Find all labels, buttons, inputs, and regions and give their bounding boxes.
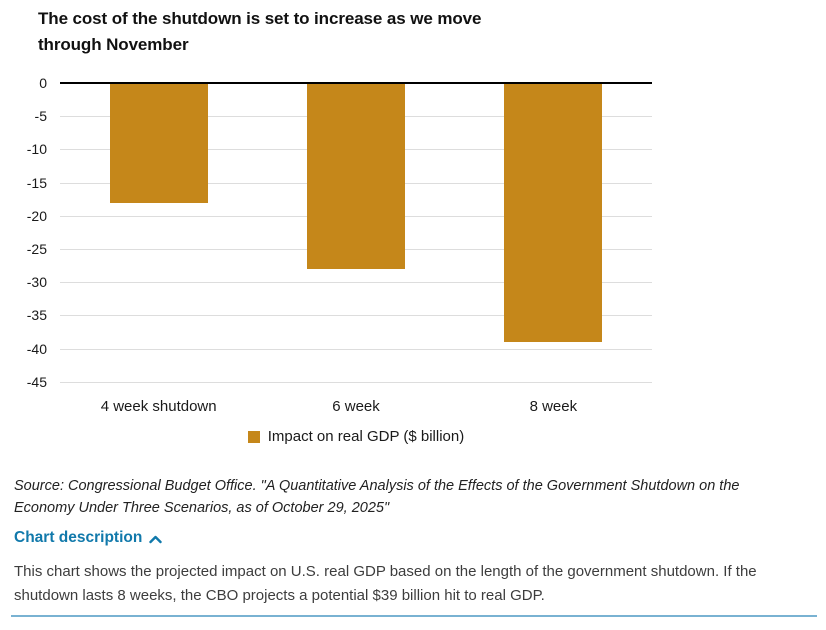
y-tick-label: -30 — [26, 274, 47, 291]
source-note: Source: Congressional Budget Office. "A … — [14, 478, 740, 516]
chevron-up-icon — [149, 535, 163, 543]
bar-chart: 0 -5 -10 -15 -20 -25 -30 -35 -40 -45 4 week shutdo… — [0, 70, 660, 422]
x-axis-label: 6 week — [332, 398, 380, 415]
y-tick-label: -15 — [26, 174, 47, 191]
legend-label: Impact on real GDP ($ billion) — [267, 428, 465, 445]
y-tick-label: -10 — [26, 141, 47, 158]
gridline — [60, 348, 652, 350]
gridline — [60, 282, 652, 284]
bar-4-week-shutdown — [109, 83, 208, 203]
y-tick-label: -25 — [26, 241, 47, 257]
y-tick-label: -45 — [26, 373, 47, 390]
gridline — [60, 315, 652, 317]
x-axis-label: 4 week shutdown — [100, 398, 217, 415]
y-tick-label: 0 — [39, 75, 47, 91]
legend-swatch-icon — [247, 430, 260, 443]
bottom-divider — [11, 615, 817, 617]
x-axis-label: 8 week — [529, 398, 578, 415]
y-tick-label: -20 — [26, 207, 47, 224]
chart-legend: Impact on real GDP ($ billion) — [60, 428, 652, 445]
y-tick-label: -5 — [34, 108, 47, 125]
bar-6-week — [307, 83, 405, 269]
chart-description-toggle[interactable]: Chart description — [14, 529, 163, 547]
zero-axis-line — [60, 82, 652, 84]
chart-description-toggle-label: Chart description — [14, 529, 143, 546]
y-tick-label: -40 — [26, 340, 47, 357]
chart-title: The cost of the shutdown is set to incre… — [38, 9, 482, 54]
bar-8-week — [504, 83, 603, 342]
y-tick-label: -35 — [26, 307, 47, 324]
chart-description-text: This chart shows the projected impact on… — [14, 563, 757, 604]
gridline — [60, 381, 652, 383]
